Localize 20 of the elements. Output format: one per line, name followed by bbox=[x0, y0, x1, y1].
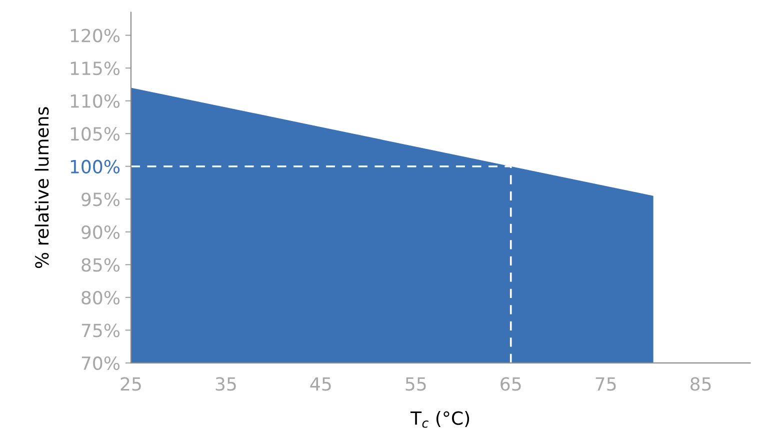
x-tick-label: 65 bbox=[500, 377, 521, 391]
y-tick-label: 100% bbox=[70, 160, 120, 174]
x-tick-label: 45 bbox=[310, 377, 331, 391]
y-tick-label: 95% bbox=[82, 192, 120, 206]
x-tick-label: 55 bbox=[406, 377, 426, 391]
x-tick-label: 85 bbox=[690, 377, 711, 391]
x-tick-label: 35 bbox=[216, 377, 236, 391]
y-tick-label: 90% bbox=[82, 225, 120, 239]
y-tick-label: 70% bbox=[82, 356, 120, 370]
y-tick-label: 80% bbox=[82, 290, 120, 305]
y-tick-label: 85% bbox=[82, 258, 120, 272]
x-tick-label: 25 bbox=[120, 377, 141, 391]
y-tick-label: 115% bbox=[70, 62, 120, 76]
x-tick-label: 75 bbox=[596, 377, 616, 391]
y-tick-label: 120% bbox=[70, 28, 120, 42]
x-axis-title: T$_{c}$ (°C) bbox=[410, 410, 470, 428]
y-axis-title: % relative lumens bbox=[34, 107, 49, 268]
y-tick-label: 75% bbox=[82, 324, 120, 338]
y-tick-label: 110% bbox=[70, 94, 120, 108]
y-tick-label: 105% bbox=[70, 127, 120, 141]
